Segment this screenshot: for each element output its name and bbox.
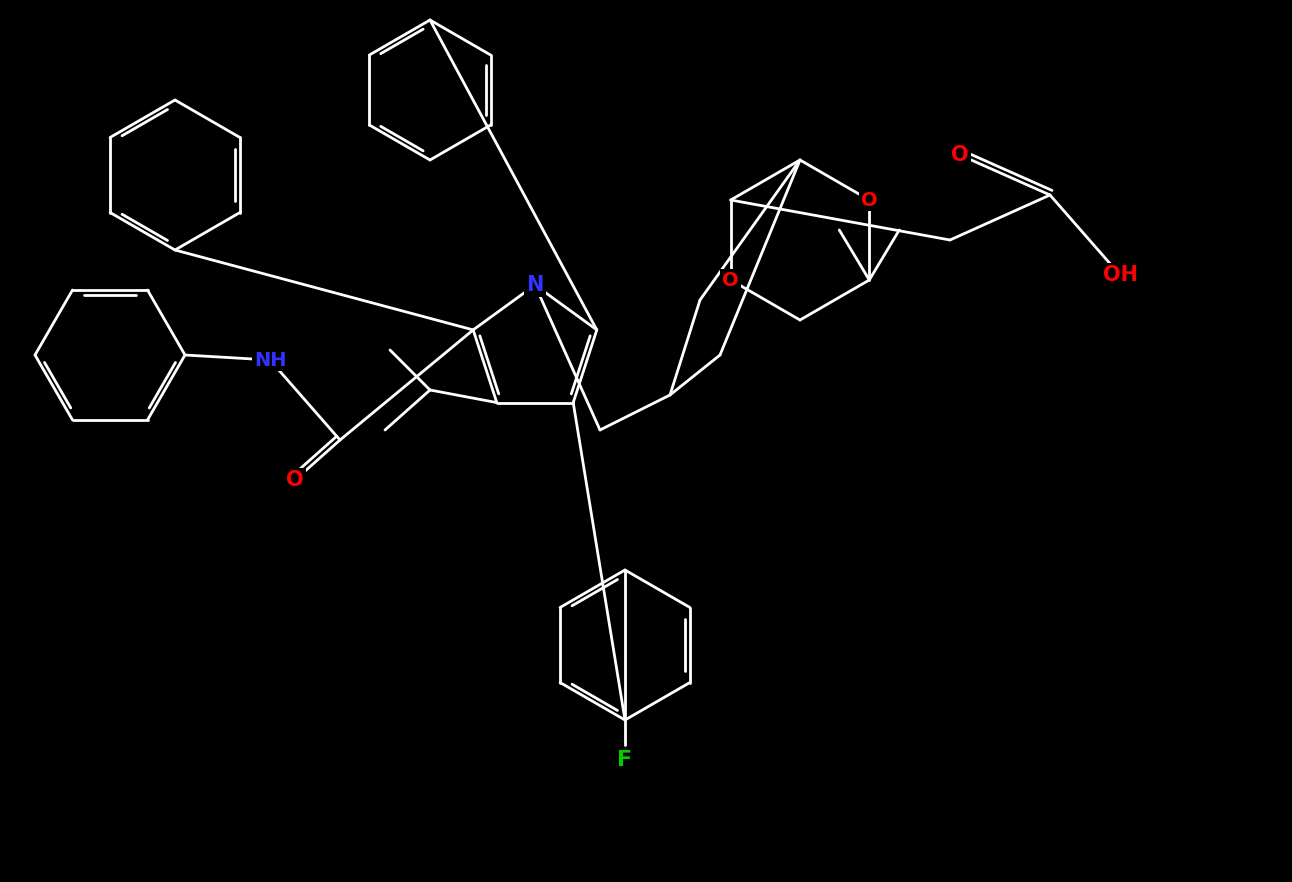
Text: OH: OH (1102, 265, 1137, 285)
Text: O: O (287, 470, 304, 490)
Text: F: F (618, 750, 633, 770)
Text: NH: NH (253, 350, 287, 370)
Text: N: N (526, 275, 544, 295)
Text: O: O (860, 191, 877, 210)
Text: O: O (951, 145, 969, 165)
Text: O: O (722, 271, 739, 289)
